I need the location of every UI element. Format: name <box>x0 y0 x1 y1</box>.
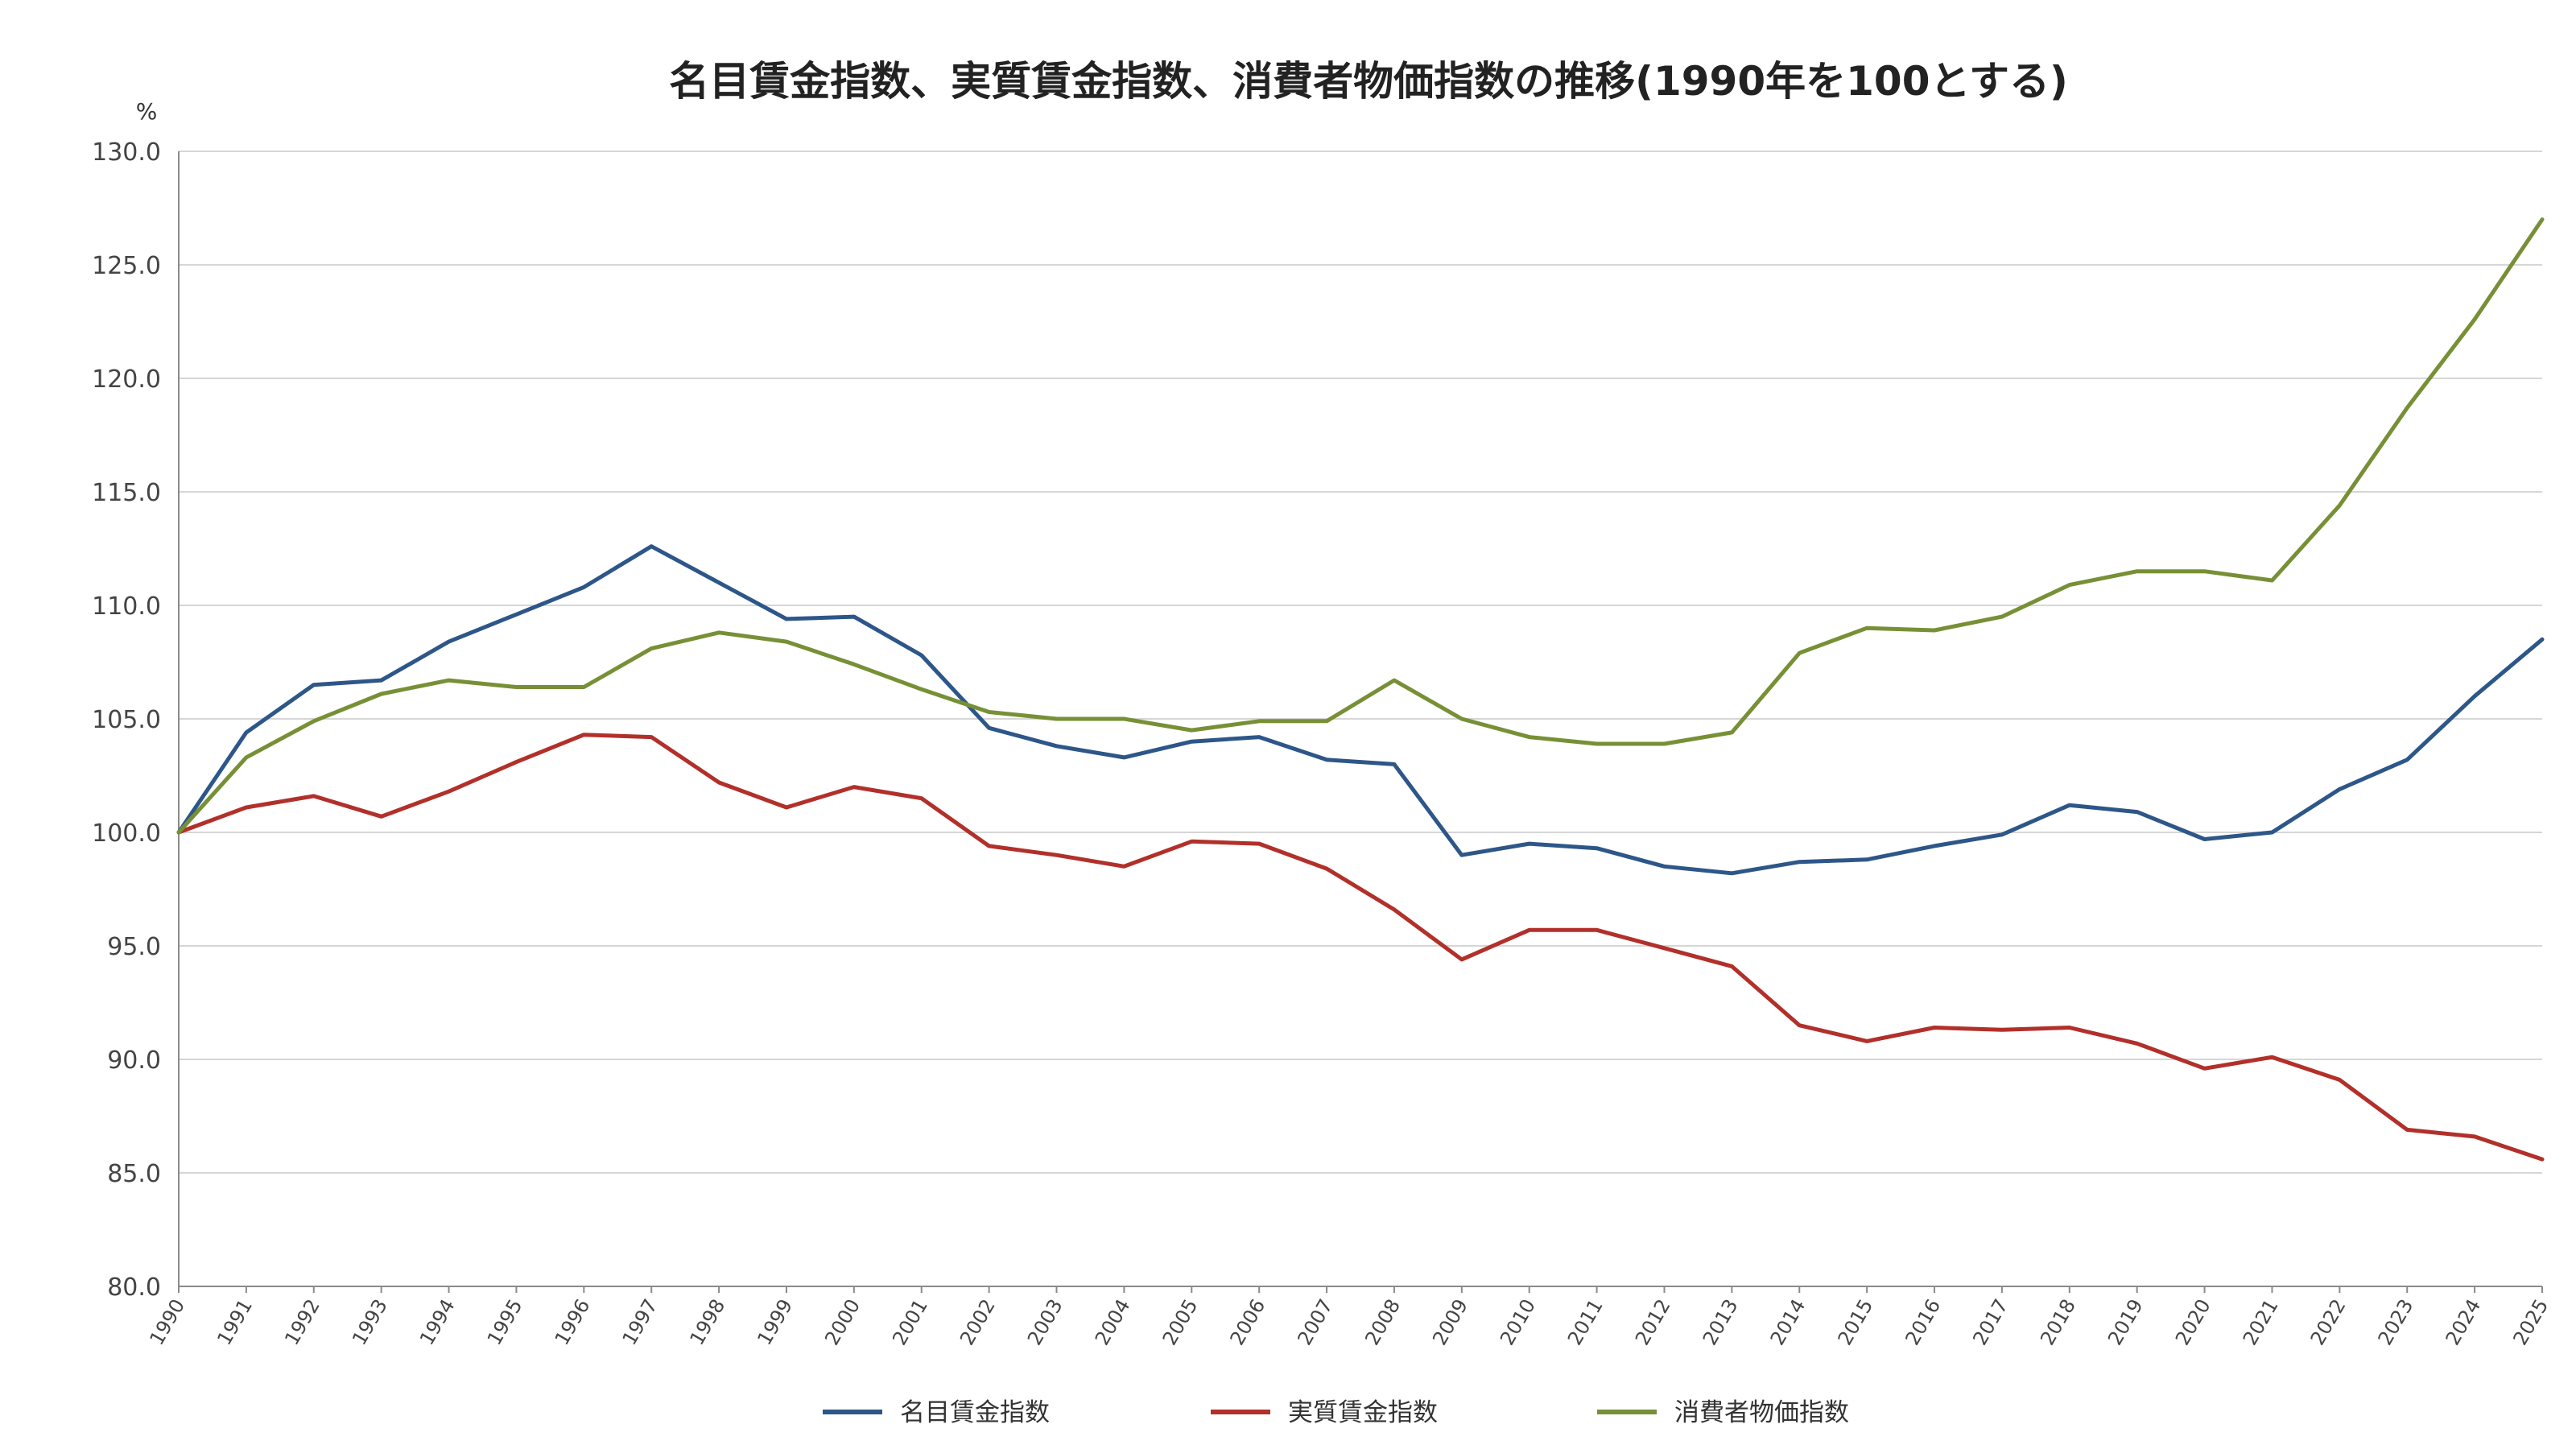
y-tick-label: 85.0 <box>107 1160 161 1188</box>
x-tick-label: 2008 <box>1360 1295 1405 1349</box>
x-tick-label: 2018 <box>2036 1295 2080 1349</box>
x-tick-label: 2001 <box>888 1295 932 1349</box>
x-tick-label: 2014 <box>1766 1295 1810 1349</box>
y-tick-label: 80.0 <box>107 1274 161 1302</box>
x-tick-label: 2016 <box>1901 1295 1945 1349</box>
y-tick-label: 130.0 <box>92 138 161 167</box>
x-tick-label: 2003 <box>1023 1295 1067 1349</box>
y-tick-label: 100.0 <box>92 819 161 848</box>
legend-label: 消費者物価指数 <box>1674 1398 1849 1427</box>
y-tick-label: 120.0 <box>92 365 161 394</box>
y-tick-label: 105.0 <box>92 706 161 734</box>
x-tick-label: 2022 <box>2306 1295 2351 1349</box>
chart-title: 名目賃金指数、実質賃金指数、消費者物価指数の推移(1990年を100とする) <box>669 58 2068 105</box>
x-tick-label: 2006 <box>1226 1295 1270 1349</box>
x-tick-label: 2024 <box>2442 1295 2486 1349</box>
x-tick-label: 2002 <box>956 1295 1000 1349</box>
series-line-2 <box>176 733 2545 1162</box>
x-tick-label: 2011 <box>1563 1295 1608 1349</box>
x-tick-label: 2009 <box>1428 1295 1472 1349</box>
y-tick-label: 110.0 <box>92 592 161 621</box>
x-tick-label: 1990 <box>145 1295 189 1349</box>
x-tick-label: 1993 <box>348 1295 392 1349</box>
y-tick-label: 95.0 <box>107 933 161 961</box>
y-tick-label: 115.0 <box>92 479 161 507</box>
x-tick-label: 2012 <box>1631 1295 1675 1349</box>
legend-label: 実質賃金指数 <box>1288 1398 1438 1427</box>
y-axis-tick-labels: 80.0 85.0 90.0 95.0 100.0 105.0 110.0 115.0 120.… <box>92 138 161 1302</box>
y-tick-label: 90.0 <box>107 1046 161 1075</box>
x-tick-label: 2000 <box>820 1295 865 1349</box>
x-axis-tick-labels: 1990 1991 1992 1993 1994 1995 1996 1997 1998 1999… <box>145 1286 2553 1349</box>
axes <box>178 151 2542 1287</box>
x-tick-label: 1994 <box>415 1295 460 1349</box>
series-line-3 <box>176 217 2545 835</box>
legend-label: 名目賃金指数 <box>900 1398 1050 1427</box>
x-tick-label: 2013 <box>1699 1295 1743 1349</box>
x-tick-label: 2017 <box>1968 1295 2013 1349</box>
x-tick-label: 1996 <box>551 1295 595 1349</box>
legend: 名目賃金指数 実質賃金指数 消費者物価指数 <box>823 1398 1849 1427</box>
y-axis-unit-label: % <box>136 98 158 125</box>
x-tick-label: 2025 <box>2508 1295 2553 1349</box>
x-tick-label: 1992 <box>280 1295 324 1349</box>
x-tick-label: 2023 <box>2374 1295 2418 1349</box>
x-tick-label: 1999 <box>753 1295 797 1349</box>
x-tick-label: 2010 <box>1496 1295 1540 1349</box>
gridlines <box>179 151 2542 1174</box>
x-tick-label: 1991 <box>213 1295 257 1349</box>
x-tick-label: 1997 <box>618 1295 663 1349</box>
x-tick-label: 2021 <box>2239 1295 2283 1349</box>
x-tick-label: 2007 <box>1293 1295 1337 1349</box>
x-tick-label: 2015 <box>1834 1295 1878 1349</box>
x-tick-label: 2004 <box>1091 1295 1135 1349</box>
x-tick-label: 1995 <box>483 1295 527 1349</box>
y-tick-label: 125.0 <box>92 252 161 280</box>
x-tick-label: 2005 <box>1158 1295 1203 1349</box>
x-tick-label: 1998 <box>685 1295 729 1349</box>
x-tick-label: 2020 <box>2171 1295 2215 1349</box>
x-tick-label: 2019 <box>2103 1295 2148 1349</box>
series-line-1 <box>176 544 2545 876</box>
series-lines <box>176 217 2545 1162</box>
